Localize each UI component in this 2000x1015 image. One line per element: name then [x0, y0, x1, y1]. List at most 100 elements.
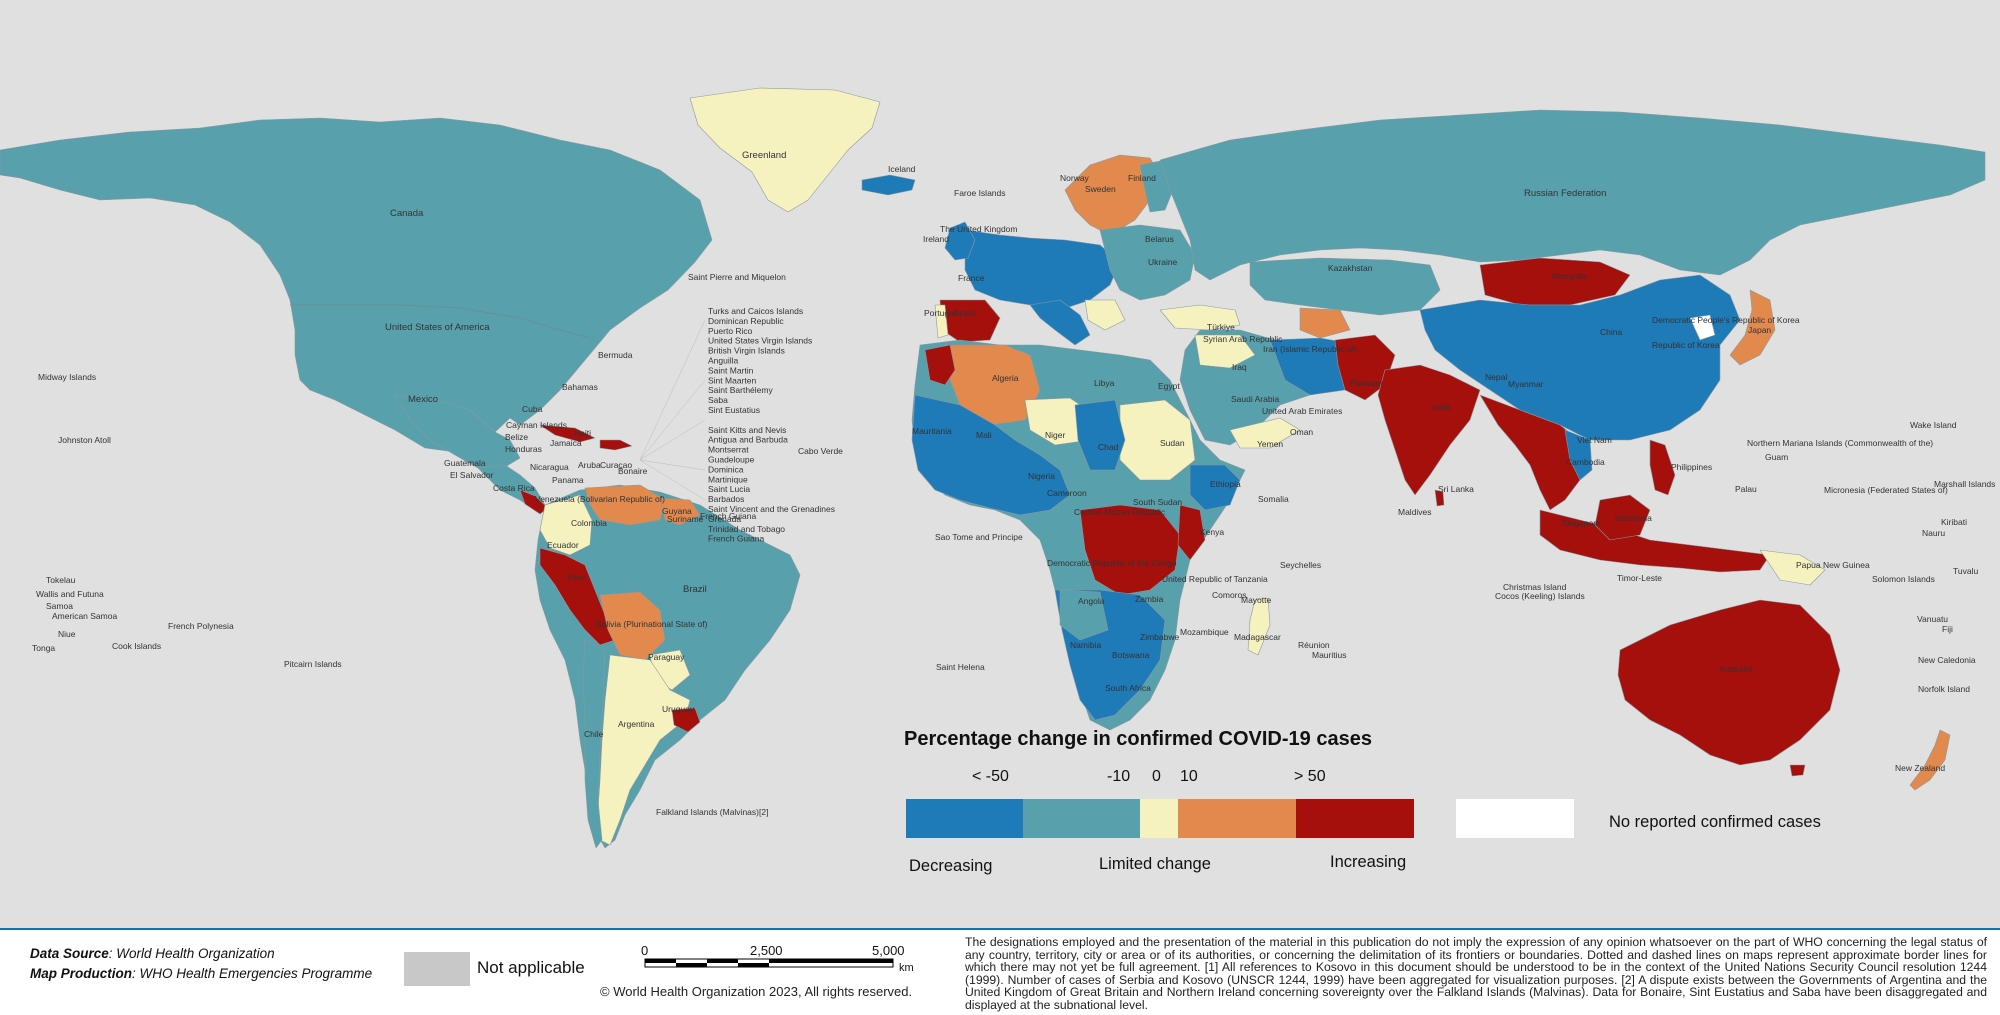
- legend-swatch: [1023, 799, 1140, 838]
- legend-limited-label: Limited change: [1099, 855, 1211, 873]
- label-japan: Japan: [1748, 325, 1771, 335]
- region-new-zealand: [1909, 729, 1951, 791]
- label-peru: Peru: [567, 572, 585, 582]
- label-belarus: Belarus: [1145, 234, 1174, 244]
- label-guyana: Guyana: [662, 506, 692, 516]
- label-egypt: Egypt: [1158, 381, 1180, 391]
- region-guyana-suriname: [659, 497, 701, 526]
- label-mayotte: Mayotte: [1241, 595, 1272, 605]
- legend-tick: 10: [1180, 768, 1198, 785]
- region-mongolia: [1479, 257, 1631, 306]
- region-us-canada-border: [290, 304, 591, 339]
- label-johnston: Johnston Atoll: [58, 435, 111, 445]
- map-production-value: : WHO Health Emergencies Programme: [132, 966, 373, 981]
- label-french-poly: French Polynesia: [168, 621, 234, 631]
- label-bahamas: Bahamas: [562, 382, 598, 392]
- region-syria-iraq: [1194, 334, 1256, 369]
- label-canada: Canada: [390, 208, 424, 219]
- label-christmas: Christmas Island: [1503, 582, 1567, 592]
- label-french-guiana: French Guiana: [700, 511, 756, 521]
- caribbean-label: Antigua and Barbuda: [708, 435, 788, 445]
- label-mali: Mali: [976, 430, 992, 440]
- label-niger: Niger: [1045, 430, 1065, 440]
- legend-tick: -10: [1107, 768, 1131, 785]
- label-costa-rica: Costa Rica: [493, 483, 535, 493]
- data-source-value: : World Health Organization: [108, 946, 275, 961]
- label-uae: United Arab Emirates: [1262, 406, 1342, 416]
- caribbean-label: Saba: [708, 395, 728, 405]
- caribbean-label: Saint Barthélemy: [708, 385, 773, 395]
- region-algeria: [944, 344, 1041, 426]
- label-iceland: Iceland: [888, 164, 916, 174]
- label-ecuador: Ecuador: [547, 540, 579, 550]
- legend-tick: < -50: [972, 768, 1009, 785]
- label-norway: Norway: [1060, 173, 1090, 183]
- label-algeria: Algeria: [992, 373, 1019, 383]
- region-north-america: [0, 117, 713, 453]
- label-syria: Syrian Arab Republic: [1203, 334, 1283, 344]
- label-vietnam: Viet Nam: [1577, 435, 1612, 445]
- region-balkans-yellow: [1084, 299, 1126, 331]
- region-sudan: [1119, 399, 1196, 481]
- label-namibia: Namibia: [1070, 640, 1101, 650]
- label-nauru: Nauru: [1922, 528, 1945, 538]
- label-ireland: Ireland: [923, 234, 949, 244]
- label-portugal: Portugal: [924, 308, 956, 318]
- region-bolivia: [599, 591, 666, 661]
- label-china: China: [1600, 327, 1622, 337]
- label-libya: Libya: [1094, 378, 1115, 388]
- label-usa: United States of America: [385, 322, 490, 333]
- region-portugal: [934, 304, 949, 339]
- label-guam: Guam: [1765, 452, 1788, 462]
- region-tasmania: [1789, 764, 1806, 777]
- label-jamaica: Jamaica: [550, 438, 582, 448]
- region-borneo: [1594, 494, 1651, 541]
- region-turkiye: [1159, 304, 1241, 331]
- region-uruguay: [671, 707, 701, 733]
- scale-label-2500: 2,500: [750, 944, 783, 958]
- legend-swatch: [1140, 799, 1178, 838]
- label-mexico: Mexico: [408, 394, 438, 405]
- caribbean-label: Saint Martin: [708, 365, 754, 375]
- region-uzbekistan: [1299, 307, 1351, 339]
- label-yemen: Yemen: [1257, 439, 1283, 449]
- legend-increasing-label: Increasing: [1330, 853, 1407, 871]
- label-saudi: Saudi Arabia: [1231, 394, 1279, 404]
- region-greenland: [689, 87, 881, 213]
- label-cook: Cook Islands: [112, 641, 161, 651]
- label-new-zealand: New Zealand: [1895, 763, 1945, 773]
- label-bermuda: Bermuda: [598, 350, 633, 360]
- label-wake: Wake Island: [1910, 420, 1957, 430]
- region-russia: [1159, 109, 1986, 281]
- label-el-salvador: El Salvador: [450, 470, 494, 480]
- caribbean-label: Anguilla: [708, 356, 739, 366]
- label-mongolia: Mongolia: [1552, 271, 1587, 281]
- label-angola: Angola: [1078, 596, 1105, 606]
- label-chile: Chile: [584, 729, 604, 739]
- region-chad: [1074, 399, 1126, 471]
- scale-label-5000: 5,000: [872, 944, 905, 958]
- caribbean-label: Sint Maarten: [708, 375, 756, 385]
- label-guatemala: Guatemala: [444, 458, 486, 468]
- label-comoros: Comoros: [1212, 590, 1246, 600]
- label-pakistan: Pakistan: [1350, 378, 1383, 388]
- label-nigeria: Nigeria: [1028, 471, 1055, 481]
- caribbean-label: Puerto Rico: [708, 326, 753, 336]
- label-aruba: Aruba: [578, 460, 601, 470]
- label-chad: Chad: [1098, 442, 1119, 452]
- data-source-label: Data Source: [30, 946, 109, 961]
- caribbean-label: Saint Vincent and the Grenadines: [708, 504, 835, 514]
- label-vanuatu: Vanuatu: [1917, 614, 1948, 624]
- label-png: Papua New Guinea: [1796, 560, 1870, 570]
- label-micronesia: Micronesia (Federated States of): [1824, 485, 1948, 495]
- caribbean-label: Sint Eustatius: [708, 405, 760, 415]
- label-venezuela: Venezuela (Bolivarian Republic of): [535, 494, 665, 504]
- label-south-africa: South Africa: [1105, 683, 1151, 693]
- label-tokelau: Tokelau: [46, 575, 76, 585]
- caribbean-label: Guadeloupe: [708, 455, 755, 465]
- label-dprk: Democratic People's Republic of Korea: [1652, 315, 1800, 325]
- label-botswana: Botswana: [1112, 650, 1150, 660]
- label-paraguay: Paraguay: [648, 652, 685, 662]
- label-car: Central African Republic: [1074, 507, 1166, 517]
- label-myanmar: Myanmar: [1508, 379, 1544, 389]
